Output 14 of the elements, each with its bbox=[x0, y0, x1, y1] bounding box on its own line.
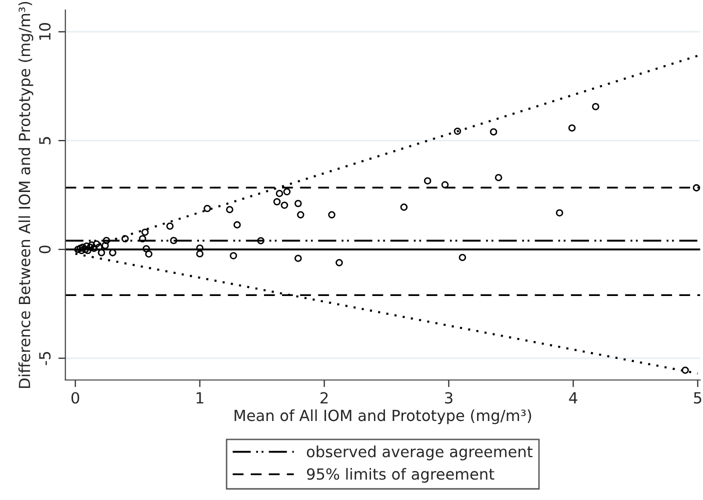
x-tick-label: 4 bbox=[569, 392, 578, 404]
y-tick-label: 5 bbox=[39, 137, 51, 144]
legend-label: observed average agreement bbox=[306, 446, 532, 460]
y-tick-label: 10 bbox=[39, 23, 51, 40]
x-axis-title: Mean of All IOM and Prototype (mg/m³) bbox=[234, 409, 532, 424]
legend-label: 95% limits of agreement bbox=[306, 468, 494, 483]
x-tick-label: 1 bbox=[196, 392, 204, 404]
y-tick-label: -5 bbox=[39, 352, 51, 366]
x-tick-label: 2 bbox=[320, 392, 328, 404]
x-tick-label: 3 bbox=[445, 392, 452, 404]
x-tick-label: 5 bbox=[694, 392, 702, 404]
x-tick-label: 0 bbox=[71, 392, 80, 404]
y-axis-title: Difference Between All IOM and Prototype (mg/m³) bbox=[18, 2, 34, 388]
y-tick-label: 0 bbox=[39, 246, 51, 254]
